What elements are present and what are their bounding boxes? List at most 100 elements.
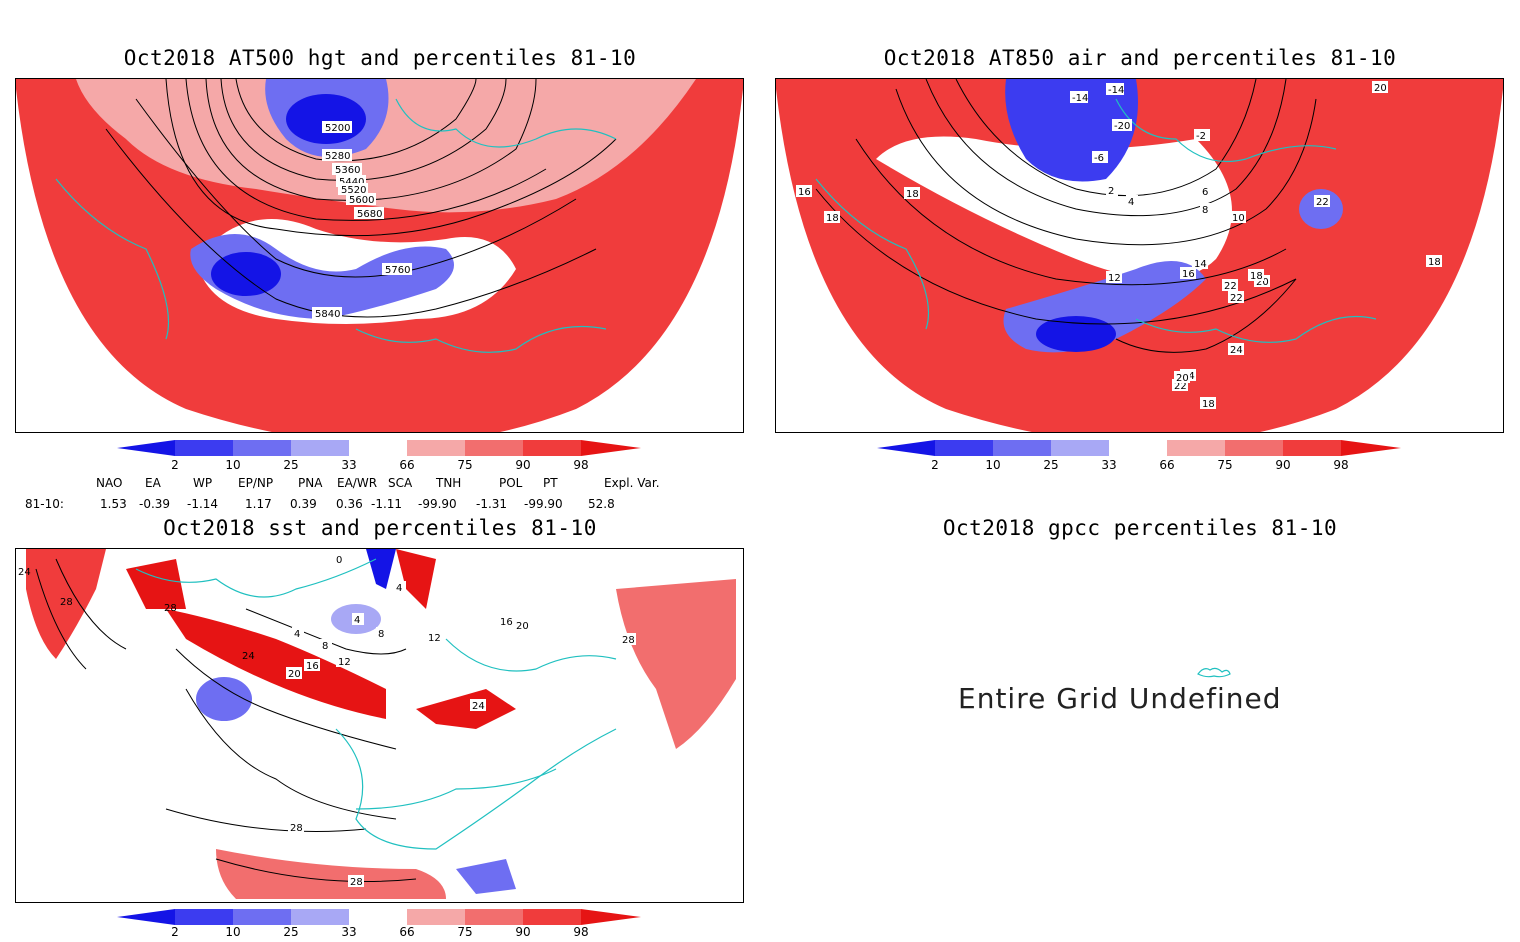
- air-contour-labels: -14 -14 -20 -6 -2 2 4 6 8 10 12 14 16 16…: [796, 81, 1442, 410]
- svg-text:12: 12: [1108, 273, 1121, 284]
- svg-text:14: 14: [1194, 259, 1207, 270]
- colorbar-seg-6: [465, 909, 523, 925]
- colorbar-tick: 66: [1159, 458, 1175, 472]
- svg-text:5760: 5760: [385, 265, 410, 276]
- hgt-cold-core-north: [286, 94, 366, 144]
- svg-text:24: 24: [242, 651, 255, 662]
- hgt-map-svg: 5200 5280 5360 5440 5520 5600 5680 5760 …: [16, 79, 743, 432]
- colorbar-arrow-left: [877, 440, 935, 456]
- colorbar-seg-7: [523, 440, 581, 456]
- sst-contours: [35, 558, 417, 882]
- gpcc-coastline-fragment: [1197, 667, 1231, 678]
- sst-panel-title: Oct2018 sst and percentiles 81-10: [163, 516, 597, 540]
- svg-text:-14: -14: [1072, 93, 1088, 104]
- colorbar-tick: 66: [399, 458, 415, 472]
- colorbar-arrow-right: [1341, 440, 1401, 456]
- colorbar-seg-5: [407, 909, 465, 925]
- index-header: SCA: [388, 476, 413, 490]
- gpcc-panel-title: Oct2018 gpcc percentiles 81-10: [942, 516, 1338, 540]
- colorbar-seg-5: [1167, 440, 1225, 456]
- colorbar-tick: 75: [457, 458, 473, 472]
- colorbar-sst-ticks: 2 10 25 33 66 75 90 98: [117, 925, 642, 939]
- colorbar-tick: 33: [341, 925, 357, 939]
- colorbar-seg-6: [1225, 440, 1283, 456]
- colorbar-hgt: 2 10 25 33 66 75 90 98: [117, 439, 642, 473]
- sst-warm-mediterranean: [416, 689, 516, 729]
- air-cold-core-south: [1036, 316, 1116, 352]
- colorbar-seg-1: [175, 440, 233, 456]
- svg-text:6: 6: [1202, 187, 1208, 198]
- hgt-panel-title: Oct2018 AT500 hgt and percentiles 81-10: [123, 46, 637, 70]
- index-value: -99.90: [524, 497, 563, 511]
- air-panel-title: Oct2018 AT850 air and percentiles 81-10: [883, 46, 1397, 70]
- sst-warm-band-atlantic: [166, 609, 386, 719]
- svg-text:28: 28: [350, 877, 363, 888]
- svg-text:22: 22: [1230, 293, 1243, 304]
- svg-text:5280: 5280: [325, 151, 350, 162]
- sst-warm-south: [216, 849, 446, 899]
- svg-text:28: 28: [60, 597, 73, 608]
- svg-text:28: 28: [622, 635, 635, 646]
- svg-text:4: 4: [396, 583, 402, 594]
- colorbar-tick: 2: [931, 458, 939, 472]
- colorbar-seg-4: [349, 440, 407, 456]
- colorbar-seg-7: [523, 909, 581, 925]
- index-value: -1.14: [187, 497, 219, 511]
- svg-text:20: 20: [516, 621, 529, 632]
- svg-text:2: 2: [1108, 186, 1114, 197]
- index-header: NAO: [96, 476, 123, 490]
- svg-text:24: 24: [472, 701, 485, 712]
- colorbar-air: 2 10 25 33 66 75 90 98: [877, 439, 1402, 473]
- air-map-panel: -14 -14 -20 -6 -2 2 4 6 8 10 12 14 16 16…: [775, 78, 1504, 433]
- svg-text:5520: 5520: [341, 185, 366, 196]
- colorbar-seg-7: [1283, 440, 1341, 456]
- colorbar-hgt-svg: [117, 440, 641, 456]
- air-coastlines: [815, 98, 1377, 343]
- sst-warm-west: [26, 549, 106, 659]
- hgt-map-panel: 5200 5280 5360 5440 5520 5600 5680 5760 …: [15, 78, 744, 433]
- index-row-label: 81-10:: [25, 497, 64, 511]
- colorbar-seg-6: [465, 440, 523, 456]
- index-value: -1.31: [476, 497, 508, 511]
- svg-text:5600: 5600: [349, 195, 374, 206]
- colorbar-seg-4: [349, 909, 407, 925]
- svg-text:8: 8: [1202, 205, 1208, 216]
- index-header: PNA: [298, 476, 323, 490]
- index-value: 1.53: [100, 497, 127, 511]
- gpcc-undefined-message: Entire Grid Undefined: [958, 682, 1282, 715]
- colorbar-tick: 75: [1217, 458, 1233, 472]
- colorbar-tick: 2: [171, 925, 179, 939]
- sst-cold-anomaly-south: [456, 859, 516, 894]
- hgt-coastlines: [55, 98, 617, 353]
- sst-cold-anomaly-atlantic: [196, 677, 252, 721]
- colorbar-seg-5: [407, 440, 465, 456]
- svg-text:20: 20: [1176, 373, 1189, 384]
- svg-text:16: 16: [1182, 269, 1195, 280]
- index-value: 1.17: [245, 497, 272, 511]
- sst-coastlines: [135, 558, 617, 850]
- svg-text:4: 4: [294, 629, 300, 640]
- colorbar-sst: 2 10 25 33 66 75 90 98: [117, 908, 642, 942]
- colorbar-seg-1: [935, 440, 993, 456]
- sst-warm-north-edge: [396, 549, 436, 609]
- svg-text:18: 18: [1428, 257, 1441, 268]
- svg-text:8: 8: [322, 641, 328, 652]
- svg-text:-14: -14: [1108, 85, 1124, 96]
- colorbar-seg-2: [993, 440, 1051, 456]
- colorbar-seg-3: [291, 440, 349, 456]
- sst-cold-north-edge: [366, 549, 396, 589]
- svg-text:18: 18: [1202, 399, 1215, 410]
- index-value: 52.8: [588, 497, 615, 511]
- svg-text:5200: 5200: [325, 123, 350, 134]
- colorbar-tick: 10: [985, 458, 1001, 472]
- sst-map-svg: 24 28 28 24 20 16 12 8 4 4 8 12 0 4 16 2…: [18, 549, 736, 899]
- colorbar-seg-3: [291, 909, 349, 925]
- colorbar-tick: 66: [399, 925, 415, 939]
- index-header: Expl. Var.: [604, 476, 660, 490]
- colorbar-tick: 10: [225, 925, 241, 939]
- colorbar-arrow-right: [581, 440, 641, 456]
- svg-text:22: 22: [1224, 281, 1237, 292]
- svg-text:5360: 5360: [335, 165, 360, 176]
- colorbar-arrow-left: [117, 909, 175, 925]
- svg-text:10: 10: [1232, 213, 1245, 224]
